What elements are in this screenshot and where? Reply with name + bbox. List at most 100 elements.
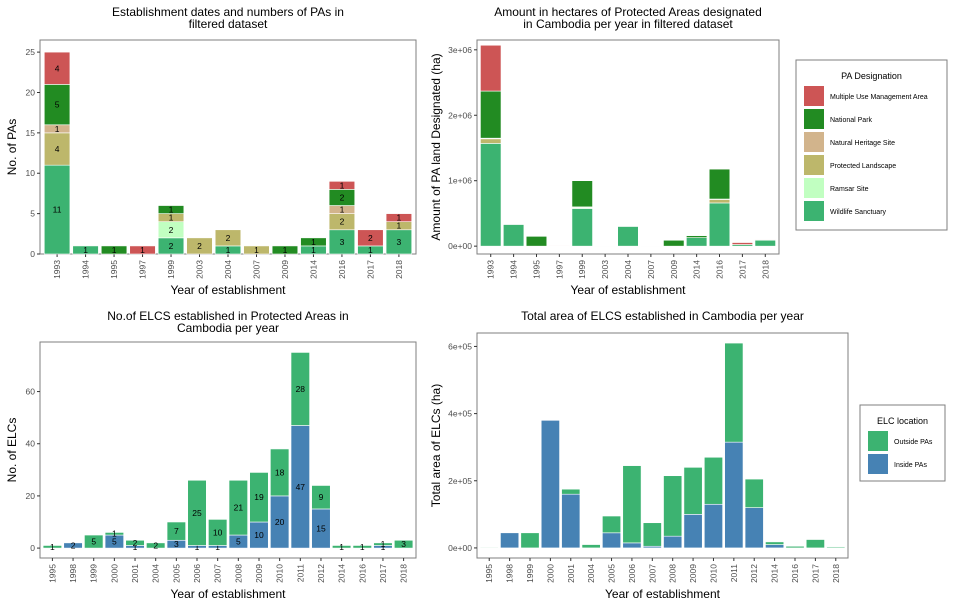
- bar-national-park: [525, 236, 548, 247]
- x-tick-label: 1997: [554, 260, 564, 279]
- y-tick-label: 6e+05: [448, 341, 472, 351]
- x-tick-label: 2018: [760, 260, 770, 279]
- x-tick-label: 2009: [254, 564, 264, 583]
- legend-key: [804, 178, 824, 198]
- bar-protected-landscape: [243, 245, 270, 255]
- bar-multiple-use-management-area: [357, 229, 384, 247]
- y-tick-label: 10: [26, 168, 36, 178]
- data-label: 3: [401, 539, 406, 549]
- legend-2: ELC location Outside PAs Inside PAs: [859, 404, 946, 482]
- data-label: 1: [368, 245, 373, 255]
- bar-multiple-use-management-area: [708, 168, 731, 170]
- y-tick-label: 0: [30, 543, 35, 553]
- bar-multiple-use-management-area: [731, 242, 753, 245]
- x-tick-label: 2017: [378, 564, 388, 583]
- x-tick-label: 2008: [233, 564, 243, 583]
- x-tick-label: 1999: [577, 260, 587, 279]
- bar-national-park: [157, 205, 185, 214]
- data-label: 2: [368, 233, 373, 243]
- bar-wildlife-sanctuary: [72, 245, 99, 255]
- legend-item-label: Wildlife Sanctuary: [830, 209, 887, 216]
- x-tick-label: 2005: [607, 564, 617, 583]
- x-tick-label: 2017: [365, 260, 375, 279]
- x-tick-label: 2008: [668, 564, 678, 583]
- bar-outside-pas: [622, 465, 642, 544]
- x-tick-label: 2017: [810, 564, 820, 583]
- data-label: 1: [195, 542, 200, 552]
- x-tick-label: 2010: [708, 564, 718, 583]
- chart-title: Total area of ELCS established in Cambod…: [521, 309, 804, 323]
- legend-item-label: Outside PAs: [894, 439, 933, 446]
- bar-protected-landscape: [186, 237, 213, 255]
- bar-outside-pas: [187, 479, 207, 546]
- bar-outside-pas: [744, 478, 764, 508]
- x-tick-label: 2004: [223, 260, 233, 279]
- x-tick-label: 2018: [394, 260, 404, 279]
- x-tick-label: 2014: [337, 564, 347, 583]
- bar-national-park: [686, 235, 708, 238]
- bar-outside-pas: [208, 519, 228, 546]
- x-tick-label: 1995: [47, 564, 57, 583]
- x-tick-label: 2004: [623, 260, 633, 279]
- bar-inside-pas: [683, 514, 703, 549]
- legend-item-label: Inside PAs: [894, 462, 927, 469]
- data-label: 2: [169, 225, 174, 235]
- data-label: 1: [254, 245, 259, 255]
- bar-outside-pas: [805, 539, 825, 549]
- data-label: 2: [153, 540, 158, 550]
- bar-multiple-use-management-area: [754, 239, 776, 241]
- chart-title: filtered dataset: [189, 17, 268, 31]
- data-label: 5: [91, 537, 96, 547]
- data-label: 5: [236, 537, 241, 547]
- data-label: 1: [397, 213, 402, 223]
- data-label: 1: [83, 245, 88, 255]
- x-tick-label: 2014: [308, 260, 318, 279]
- y-axis-label: No. of PAs: [5, 119, 19, 175]
- y-tick-label: 5: [30, 209, 35, 219]
- x-tick-label: 1997: [138, 260, 148, 279]
- x-tick-label: 2007: [251, 260, 261, 279]
- x-tick-label: 2009: [688, 564, 698, 583]
- legend-key: [804, 132, 824, 152]
- x-tick-label: 1998: [68, 564, 78, 583]
- x-tick-label: 1995: [484, 564, 494, 583]
- bar-inside-pas: [63, 542, 83, 549]
- y-tick-label: 20: [26, 491, 36, 501]
- x-tick-label: 2001: [566, 564, 576, 583]
- x-tick-label: 2016: [790, 564, 800, 583]
- legend-key: [804, 86, 824, 106]
- legend-1: PA Designation Multiple Use Management Ar…: [795, 59, 948, 231]
- x-tick-label: 2012: [316, 564, 326, 583]
- data-label: 1: [226, 245, 231, 255]
- bar-inside-pas: [540, 420, 560, 549]
- data-label: 11: [53, 205, 62, 215]
- bar-outside-pas: [249, 472, 269, 523]
- data-label: 1: [215, 542, 220, 552]
- x-axis-label: Year of establishment: [171, 283, 287, 297]
- chart-panel-3: No.of ELCS established in Protected Area…: [5, 309, 417, 601]
- plot-panel: [476, 39, 780, 255]
- bar-national-park: [100, 245, 128, 255]
- y-tick-label: 25: [26, 47, 36, 57]
- legend-item-label: Natural Heritage Site: [830, 140, 895, 147]
- y-tick-label: 60: [26, 387, 36, 397]
- bar-national-park: [571, 180, 593, 208]
- legend-title: ELC location: [877, 416, 928, 426]
- data-label: 2: [71, 540, 76, 550]
- bar-multiple-use-management-area: [548, 245, 570, 247]
- x-tick-label: 2006: [627, 564, 637, 583]
- bar-multiple-use-management-area: [328, 181, 356, 190]
- legend-item-label: National Park: [830, 117, 873, 124]
- chart-panel-2: Amount in hectares of Protected Areas de…: [429, 5, 780, 297]
- bar-multiple-use-management-area: [385, 213, 413, 222]
- bar-outside-pas: [724, 342, 744, 443]
- legend-key: [804, 155, 824, 175]
- bar-outside-pas: [290, 352, 310, 426]
- x-tick-label: 2012: [749, 564, 759, 583]
- legend-item-label: Protected Landscape: [830, 163, 896, 170]
- bar-outside-pas: [270, 448, 290, 497]
- data-label: 1: [360, 542, 365, 552]
- data-label: 1: [112, 245, 117, 255]
- data-label: 1: [283, 245, 288, 255]
- x-tick-label: 2018: [831, 564, 841, 583]
